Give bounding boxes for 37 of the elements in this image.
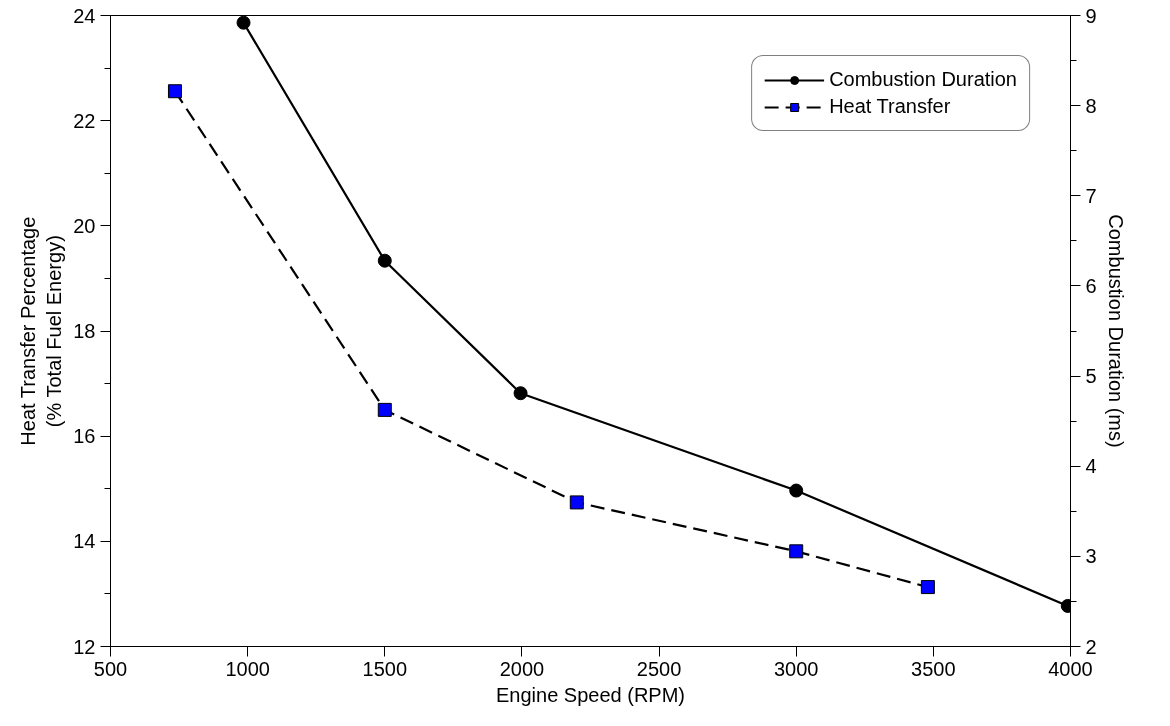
point xyxy=(167,84,182,99)
y-tick-label: 22 xyxy=(73,109,96,132)
y-tick-label: 14 xyxy=(73,530,96,553)
point xyxy=(513,386,528,401)
y-tick-label: 16 xyxy=(73,425,96,448)
y-tick-label: 18 xyxy=(73,320,96,342)
y-axis-title: Heat Transfer Percentage (% Total Fuel Energy) xyxy=(16,216,66,446)
point xyxy=(377,253,392,268)
y2-tick-label: 9 xyxy=(1085,4,1097,27)
point xyxy=(920,580,935,595)
x-tick-label: 2500 xyxy=(636,657,682,680)
x-tick-label: 3000 xyxy=(773,657,819,680)
point xyxy=(569,495,584,510)
x-tick-label: 500 xyxy=(93,657,128,680)
y2-tick-label: 6 xyxy=(1085,274,1097,297)
y2-tick-label: 8 xyxy=(1085,94,1097,117)
y2-tick-label: 2 xyxy=(1085,635,1097,658)
y2-tick-label: 7 xyxy=(1085,184,1097,207)
y2-axis-title: Combustion Duration (ms) xyxy=(1104,214,1127,448)
y2-tick-label: 4 xyxy=(1085,455,1097,478)
y-tick-label: 24 xyxy=(73,4,96,27)
x-tick-label: 1000 xyxy=(225,657,270,680)
point xyxy=(377,402,392,417)
x-tick-label: 3500 xyxy=(911,657,956,680)
x-tick-label: 4000 xyxy=(1048,657,1093,680)
x-axis-title: Engine Speed (RPM) xyxy=(496,683,685,706)
y-tick-label: 12 xyxy=(73,635,96,658)
legend-label: Combustion Duration xyxy=(829,68,1017,91)
point xyxy=(236,15,251,30)
y2-tick-label: 3 xyxy=(1085,545,1097,568)
y-tick-label: 20 xyxy=(73,214,96,237)
x-tick-label: 1500 xyxy=(362,657,408,680)
point xyxy=(789,544,804,559)
legend-label: Heat Transfer xyxy=(829,95,951,118)
x-tick-label: 2000 xyxy=(499,657,545,680)
y2-tick-label: 5 xyxy=(1085,365,1097,388)
point xyxy=(789,483,804,498)
